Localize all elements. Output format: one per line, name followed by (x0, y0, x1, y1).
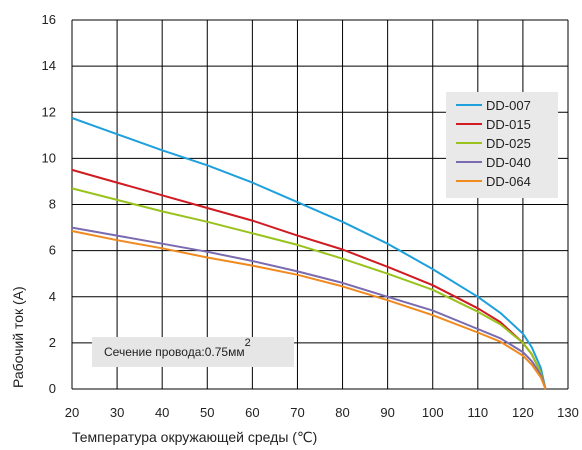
y-tick-label-6: 12 (42, 104, 56, 119)
note-box (92, 337, 294, 367)
grid (71, 19, 569, 390)
x-tick-label-2: 40 (155, 405, 169, 420)
x-tick-label-5: 70 (290, 405, 304, 420)
x-tick-label-10: 120 (512, 405, 534, 420)
y-tick-label-7: 14 (42, 58, 56, 73)
x-tick-label-0: 20 (65, 405, 79, 420)
y-tick-label-3: 6 (49, 243, 56, 258)
legend-label-DD-025: DD-025 (486, 136, 531, 151)
x-tick-label-7: 90 (380, 405, 394, 420)
series-lines (71, 117, 547, 390)
x-tick-label-4: 60 (245, 405, 259, 420)
series-line-DD-007 (71, 117, 547, 390)
legend-label-DD-064: DD-064 (486, 174, 531, 189)
x-tick-labels: 20 30 40 50 60 70 80 90 100 110 120 130 (65, 405, 579, 420)
x-axis-title: Температура окружающей среды (℃) (72, 429, 317, 445)
wire-section-note: Сечение провода:0.75мм2 (92, 337, 294, 367)
x-tick-label-8: 100 (422, 405, 444, 420)
x-tick-label-11: 130 (557, 405, 579, 420)
y-tick-label-1: 2 (49, 335, 56, 350)
y-tick-label-5: 10 (42, 150, 56, 165)
y-tick-label-2: 4 (49, 289, 56, 304)
y-tick-label-4: 8 (49, 197, 56, 212)
y-tick-label-8: 16 (42, 12, 56, 27)
series-line-DD-025 (71, 187, 547, 390)
legend-label-DD-040: DD-040 (486, 155, 531, 170)
x-tick-label-6: 80 (335, 405, 349, 420)
y-axis-title: Рабочий ток (А) (10, 286, 26, 388)
series-line-DD-064 (71, 230, 547, 390)
legend: DD-007 DD-015 DD-025 DD-040 DD-064 (446, 92, 558, 198)
legend-label-DD-007: DD-007 (486, 98, 531, 113)
y-tick-labels: 0 2 4 6 8 10 12 14 16 (42, 12, 56, 396)
x-tick-label-3: 50 (200, 405, 214, 420)
legend-label-DD-015: DD-015 (486, 117, 531, 132)
x-tick-label-9: 110 (467, 405, 488, 420)
y-tick-label-0: 0 (49, 381, 56, 396)
series-line-DD-040 (71, 226, 547, 390)
x-tick-label-1: 30 (110, 405, 124, 420)
note-text: Сечение провода:0.75мм2 (104, 337, 251, 359)
